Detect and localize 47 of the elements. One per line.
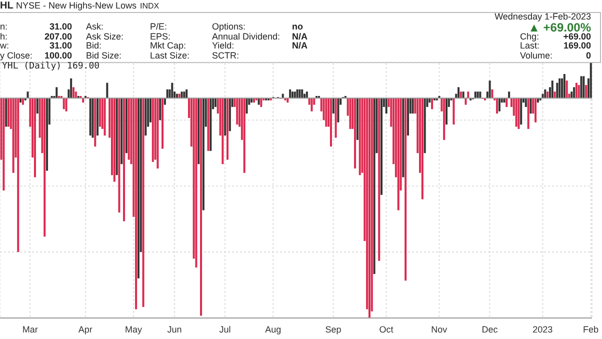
x-tick-label: Jul — [219, 324, 231, 334]
text: N/A — [292, 40, 308, 52]
x-tick-label: Jun — [167, 324, 182, 334]
text: Volume: — [520, 50, 553, 62]
text: Options: — [212, 22, 246, 32]
text: y Close: — [0, 50, 33, 62]
x-tick-label: Nov — [431, 324, 448, 334]
text: Chg: — [520, 32, 540, 42]
text: NYSE - New Highs-New Lows — [16, 0, 137, 12]
x-tick-label: Apr — [78, 324, 92, 334]
text: 100.00 — [44, 50, 72, 62]
text: Annual Dividend: — [212, 32, 280, 42]
text: Last Size: — [150, 50, 190, 62]
x-tick-label: Aug — [265, 324, 282, 334]
x-tick-label: Oct — [379, 324, 394, 334]
text: Ask Size: — [86, 32, 124, 42]
x-tick-label: Sep — [325, 324, 342, 334]
text: SCTR: — [212, 50, 239, 62]
text: INDX — [140, 0, 160, 12]
text: Wednesday 1-Feb-2023 — [494, 12, 591, 22]
text: no — [292, 22, 303, 32]
text: Yield: — [212, 40, 234, 52]
text: 207.00 — [44, 32, 72, 42]
x-tick-label: Feb — [583, 324, 599, 334]
text: 31.00 — [49, 40, 72, 52]
text: n: — [0, 22, 8, 32]
text: Bid Size: — [86, 50, 122, 62]
text: Last: — [520, 40, 540, 52]
text: HL — [0, 0, 14, 12]
text: EPS: — [150, 32, 171, 42]
x-tick-label: Dec — [482, 324, 498, 334]
x-tick-label: 2023 — [532, 324, 553, 334]
text: Ask: — [86, 22, 104, 32]
text: 0 — [586, 50, 591, 62]
text: ▲ +69.00% — [528, 20, 591, 34]
text: Mkt Cap: — [150, 40, 186, 52]
x-tick-label: May — [125, 324, 143, 334]
text: 31.00 — [49, 22, 72, 32]
text: P/E: — [150, 22, 168, 32]
annotation: YHL (Daily) 169.00 — [2, 62, 100, 72]
text: w: — [0, 40, 9, 52]
text: h: — [0, 32, 8, 42]
text: N/A — [292, 32, 308, 42]
x-tick-label: Mar — [22, 324, 38, 334]
text: +69.00 — [563, 32, 591, 42]
text: Bid: — [86, 40, 102, 52]
text: 169.00 — [563, 40, 591, 52]
